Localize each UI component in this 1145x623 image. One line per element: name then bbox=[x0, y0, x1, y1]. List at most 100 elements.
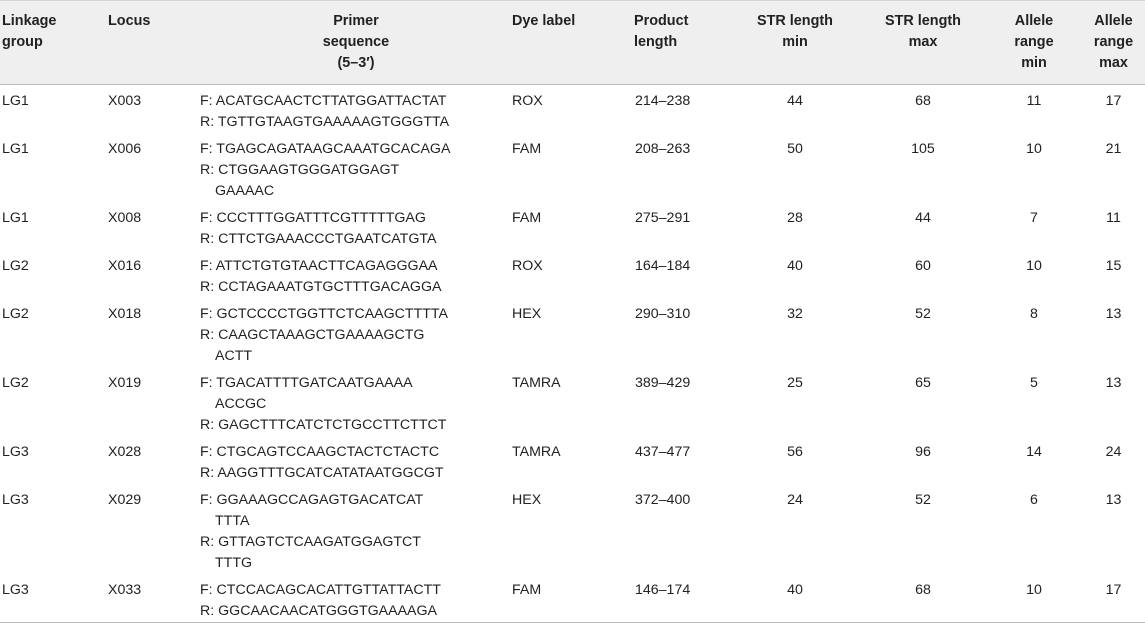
cell-allele-range-max: 11 bbox=[1106, 210, 1121, 226]
table-row: LG3 X028 F: CTGCAGTCCAAGCTACTCTACTC R: AAGG… bbox=[0, 436, 1145, 484]
cell-str-length-max: 44 bbox=[915, 210, 931, 226]
cell-allele-range-min: 11 bbox=[1026, 93, 1042, 109]
cell-str-length-min: 25 bbox=[787, 375, 803, 391]
cell-product-length: 275–291 bbox=[635, 210, 691, 226]
cell-allele-range-max: 17 bbox=[1105, 582, 1122, 598]
primer-continuation: GAAAAC bbox=[215, 183, 275, 199]
cell-str-length-min: 40 bbox=[787, 582, 803, 598]
table-row: LG1 X003 F: ACATGCAACTCTTATGGATTACTAT R: TG… bbox=[0, 85, 1145, 134]
cell-allele-range-max: 13 bbox=[1105, 306, 1122, 322]
cell-primer-sequence: F: GGAAAGCCAGAGTGACATCAT TTTA R: GTTAGTCTC… bbox=[200, 484, 512, 574]
cell-linkage-group: LG3 bbox=[2, 444, 29, 460]
header-dye-label: Dye label bbox=[512, 1, 630, 85]
cell-locus: X003 bbox=[108, 93, 142, 109]
table-row: LG3 X029 F: GGAAAGCCAGAGTGACATCAT TTTA R: GT… bbox=[0, 484, 1145, 574]
cell-str-length-min: 50 bbox=[787, 141, 803, 157]
header-line: range bbox=[1014, 34, 1054, 50]
header-line: length bbox=[634, 34, 678, 50]
cell-allele-range-max: 13 bbox=[1105, 375, 1122, 391]
forward-primer: F: ACATGCAACTCTTATGGATTACTAT bbox=[200, 93, 447, 109]
cell-product-length: 164–184 bbox=[635, 258, 691, 274]
cell-str-length-min: 56 bbox=[787, 444, 803, 460]
cell-linkage-group: LG2 bbox=[2, 375, 29, 391]
header-line: group bbox=[2, 34, 43, 50]
cell-str-length-min: 24 bbox=[787, 492, 803, 508]
forward-primer: F: GCTCCCCTGGTTCTCAAGCTTTTA bbox=[200, 306, 448, 322]
cell-linkage-group: LG3 bbox=[2, 582, 29, 598]
cell-linkage-group: LG2 bbox=[2, 306, 29, 322]
cell-linkage-group: LG1 bbox=[2, 93, 29, 109]
reverse-primer: R: CAAGCTAAAGCTGAAAAGCTG bbox=[200, 327, 425, 343]
cell-allele-range-max: 21 bbox=[1105, 141, 1122, 157]
cell-locus: X033 bbox=[108, 582, 142, 598]
header-line: sequence bbox=[322, 34, 390, 50]
cell-dye-label: ROX bbox=[512, 93, 543, 109]
primer-continuation: ACTT bbox=[215, 348, 253, 364]
cell-dye-label: FAM bbox=[512, 582, 542, 598]
cell-str-length-min: 40 bbox=[787, 258, 803, 274]
cell-str-length-max: 96 bbox=[915, 444, 931, 460]
primer-continuation: TTTA bbox=[215, 513, 250, 529]
header-locus: Locus bbox=[108, 1, 200, 85]
header-product-length: Product length bbox=[630, 1, 736, 85]
table-row: LG2 X016 F: ATTCTGTGTAACTTCAGAGGGAA R: CCTA… bbox=[0, 250, 1145, 298]
reverse-primer: R: AAGGTTTGCATCATATAATGGCGT bbox=[200, 465, 444, 481]
cell-product-length: 146–174 bbox=[635, 582, 691, 598]
header-allele-range-max: Allele range max bbox=[1076, 1, 1145, 85]
cell-linkage-group: LG2 bbox=[2, 258, 29, 274]
cell-str-length-max: 52 bbox=[915, 306, 931, 322]
cell-allele-range-max: 15 bbox=[1105, 258, 1122, 274]
cell-str-length-max: 65 bbox=[915, 375, 931, 391]
header-line: min bbox=[1021, 55, 1047, 71]
reverse-primer: R: GAGCTTTCATCTCTGCCTTCTTCT bbox=[200, 417, 447, 433]
cell-locus: X008 bbox=[108, 210, 142, 226]
header-allele-range-min: Allele range min bbox=[992, 1, 1076, 85]
header-str-length-min: STR length min bbox=[736, 1, 854, 85]
cell-linkage-group: LG1 bbox=[2, 141, 29, 157]
reverse-primer: R: CTTCTGAAACCCTGAATCATGTA bbox=[200, 231, 437, 247]
cell-allele-range-max: 24 bbox=[1105, 444, 1122, 460]
cell-primer-sequence: F: ACATGCAACTCTTATGGATTACTAT R: TGTTGTAAG… bbox=[200, 85, 512, 134]
forward-primer: F: CTCCACAGCACATTGTTATTACTT bbox=[200, 582, 441, 598]
cell-dye-label: TAMRA bbox=[512, 375, 561, 391]
cell-str-length-min: 32 bbox=[787, 306, 803, 322]
header-line: min bbox=[782, 34, 808, 50]
cell-str-length-max: 68 bbox=[915, 93, 931, 109]
cell-product-length: 208–263 bbox=[635, 141, 691, 157]
cell-product-length: 437–477 bbox=[635, 444, 691, 460]
cell-locus: X029 bbox=[108, 492, 142, 508]
cell-primer-sequence: F: TGACATTTTGATCAATGAAAA ACCGC R: GAGCTTTC… bbox=[200, 367, 512, 436]
header-line: range bbox=[1093, 34, 1134, 50]
cell-str-length-max: 105 bbox=[911, 141, 935, 157]
cell-str-length-min: 44 bbox=[787, 93, 803, 109]
cell-allele-range-min: 14 bbox=[1026, 444, 1042, 460]
cell-allele-range-min: 6 bbox=[1030, 492, 1038, 508]
header-line: Linkage bbox=[2, 13, 57, 29]
header-line: Allele bbox=[1014, 13, 1054, 29]
cell-dye-label: ROX bbox=[512, 258, 543, 274]
reverse-primer: R: CTGGAAGTGGGATGGAGT bbox=[200, 162, 400, 178]
header-primer-sequence: Primer sequence (5–3′) bbox=[200, 1, 512, 85]
cell-primer-sequence: F: CTGCAGTCCAAGCTACTCTACTC R: AAGGTTTGCAT… bbox=[200, 436, 512, 484]
cell-dye-label: TAMRA bbox=[512, 444, 561, 460]
table-row: LG2 X019 F: TGACATTTTGATCAATGAAAA ACCGC R: G… bbox=[0, 367, 1145, 436]
forward-primer: F: ATTCTGTGTAACTTCAGAGGGAA bbox=[200, 258, 438, 274]
cell-allele-range-max: 17 bbox=[1105, 93, 1122, 109]
cell-allele-range-min: 10 bbox=[1026, 141, 1042, 157]
header-line: Allele bbox=[1094, 13, 1133, 29]
cell-product-length: 214–238 bbox=[635, 93, 691, 109]
cell-str-length-max: 60 bbox=[915, 258, 931, 274]
header-line: Primer bbox=[333, 13, 379, 29]
forward-primer: F: GGAAAGCCAGAGTGACATCAT bbox=[200, 492, 424, 508]
cell-locus: X016 bbox=[108, 258, 142, 274]
cell-product-length: 290–310 bbox=[635, 306, 691, 322]
cell-locus: X006 bbox=[108, 141, 142, 157]
table-body: LG1 X003 F: ACATGCAACTCTTATGGATTACTAT R: TG… bbox=[0, 85, 1145, 623]
cell-allele-range-min: 10 bbox=[1026, 582, 1042, 598]
cell-linkage-group: LG3 bbox=[2, 492, 29, 508]
cell-locus: X018 bbox=[108, 306, 142, 322]
header-line: Locus bbox=[108, 13, 151, 29]
reverse-primer: R: CCTAGAAATGTGCTTTGACAGGA bbox=[200, 279, 442, 295]
table-header: Linkage group Locus Primer sequence (5–3… bbox=[0, 0, 1145, 85]
